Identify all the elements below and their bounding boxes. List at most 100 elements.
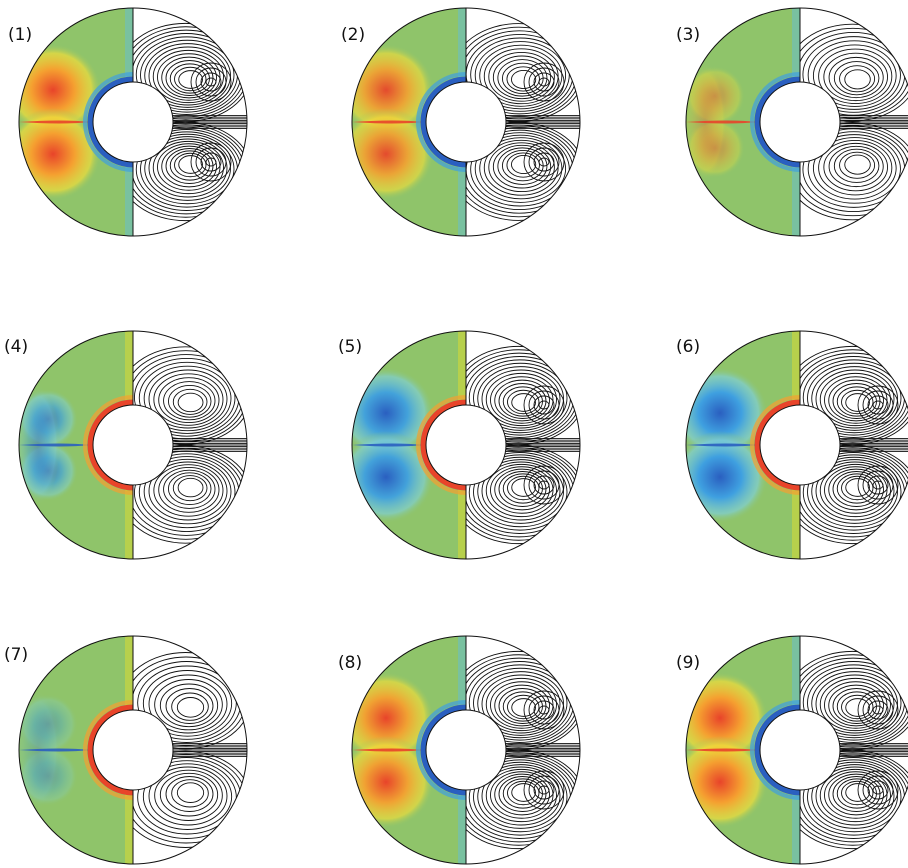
panel-grid: (1) (2) (3) (4) (5) (6) (7) (8) (9) — [4, 7, 908, 865]
streamline — [158, 466, 220, 513]
streamline-cell — [857, 465, 899, 505]
streamline — [485, 768, 557, 823]
streamline-cell — [200, 72, 222, 92]
inner-boundary — [759, 709, 841, 791]
streamline-cell — [523, 770, 565, 810]
streamline-half — [800, 23, 908, 221]
panel-label: (9) — [676, 653, 700, 673]
streamline — [511, 478, 536, 497]
streamline — [178, 155, 203, 174]
streamline — [161, 145, 217, 188]
streamline — [142, 670, 233, 737]
panel-label: (6) — [676, 337, 700, 357]
streamline-cell — [872, 480, 884, 490]
streamline-cell — [533, 700, 555, 720]
streamline-cell — [190, 142, 232, 182]
streamline-cell — [523, 142, 565, 182]
streamline — [507, 389, 540, 415]
streamline — [807, 362, 902, 434]
field-equatorial-jet — [352, 443, 424, 447]
streamline — [153, 373, 224, 426]
streamline — [138, 456, 236, 529]
streamline — [176, 697, 205, 718]
streamline — [148, 369, 228, 429]
inner-boundary — [92, 709, 174, 791]
streamline-cell — [523, 465, 565, 505]
streamline — [812, 137, 897, 200]
streamline — [138, 361, 236, 434]
streamline-cell — [200, 152, 222, 172]
inner-boundary — [92, 81, 174, 163]
streamline — [477, 671, 564, 736]
streamline — [488, 142, 555, 193]
streamline — [154, 769, 223, 821]
streamline — [845, 478, 870, 497]
streamline — [490, 466, 554, 514]
streamline — [148, 138, 228, 198]
streamline — [818, 140, 893, 196]
streamline-cell — [538, 77, 550, 87]
streamline-cell — [523, 690, 565, 730]
streamline — [807, 456, 902, 528]
field-inner-rim-outer — [83, 72, 133, 172]
streamline — [466, 122, 580, 221]
streamline — [153, 464, 224, 517]
streamline — [479, 137, 563, 200]
streamline — [494, 379, 550, 422]
panel-label: (5) — [338, 337, 362, 357]
streamline — [823, 142, 888, 192]
streamline-cell — [190, 62, 232, 102]
streamline — [828, 684, 884, 727]
streamline — [819, 768, 891, 823]
streamline — [819, 372, 891, 427]
streamline — [807, 134, 901, 204]
streamline — [497, 147, 548, 185]
streamline — [811, 764, 898, 829]
streamline — [845, 698, 870, 717]
streamline — [807, 667, 902, 739]
streamline — [492, 144, 552, 189]
streamline-cell — [538, 785, 550, 795]
streamline — [163, 381, 216, 421]
streamline-cell — [528, 390, 560, 420]
panel-label: (3) — [676, 25, 700, 45]
field-inner-rim — [754, 399, 800, 491]
streamline — [133, 346, 247, 445]
streamline — [474, 134, 567, 203]
streamline — [841, 475, 874, 501]
streamline — [824, 466, 888, 514]
streamline — [144, 136, 231, 201]
streamline-cell — [867, 395, 889, 415]
streamline — [159, 683, 219, 728]
streamline — [844, 154, 871, 175]
streamline — [828, 468, 884, 511]
streamline — [148, 766, 228, 826]
streamline-cell — [205, 77, 217, 87]
streamline — [507, 475, 540, 501]
streamline — [494, 684, 550, 727]
streamline-cell — [538, 157, 550, 167]
field-inner-rim — [87, 704, 133, 796]
streamline — [839, 65, 876, 93]
streamline-cell — [533, 780, 555, 800]
streamline — [477, 764, 564, 829]
streamline-cell — [528, 695, 560, 725]
field-equatorial-jet — [686, 748, 758, 752]
streamline — [177, 392, 204, 413]
streamline-half — [133, 22, 247, 222]
streamline — [481, 369, 561, 429]
streamline — [174, 152, 207, 178]
streamline — [811, 459, 898, 524]
panel-4: (4) — [4, 330, 248, 560]
streamline — [490, 376, 554, 424]
streamline — [161, 56, 217, 99]
field-inner-rim-outer — [83, 700, 133, 800]
streamline-cell — [528, 775, 560, 805]
streamline-cell — [205, 157, 217, 167]
streamline — [178, 70, 203, 89]
streamline — [507, 780, 540, 806]
field-equatorial-jet — [19, 443, 91, 447]
streamline — [152, 140, 224, 195]
streamline — [807, 761, 902, 833]
streamline — [841, 780, 874, 806]
